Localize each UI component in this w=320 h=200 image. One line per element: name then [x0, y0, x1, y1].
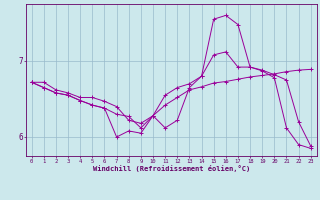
X-axis label: Windchill (Refroidissement éolien,°C): Windchill (Refroidissement éolien,°C): [92, 165, 250, 172]
